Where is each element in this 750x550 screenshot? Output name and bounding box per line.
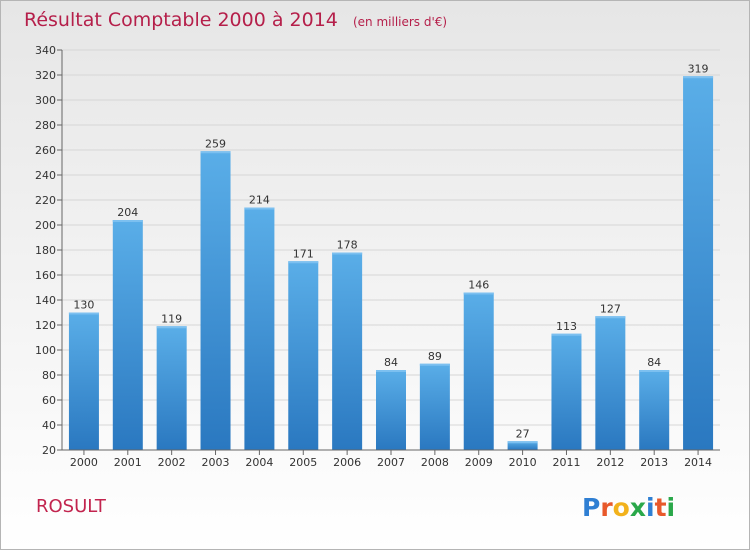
bar-value-label: 146: [468, 279, 489, 292]
bar-value-label: 89: [428, 350, 442, 363]
bar: [68, 312, 99, 450]
x-tick-label: 2011: [552, 456, 580, 469]
logo-letter: i: [646, 493, 655, 522]
y-axis: 20 40 60 80 100 120 140 160 180 200 220 240 260 280 30…: [35, 44, 63, 457]
bar: [639, 370, 670, 450]
logo-letter: t: [655, 493, 667, 522]
bar: [244, 207, 275, 450]
chart-title: Résultat Comptable 2000 à 2014 (en milli…: [24, 9, 447, 31]
bar-top: [244, 207, 275, 210]
logo-letter: i: [667, 493, 676, 522]
bar-value-label: 319: [688, 62, 709, 75]
bar: [463, 292, 494, 450]
x-tick-label: 2005: [289, 456, 317, 469]
x-tick-label: 2012: [596, 456, 624, 469]
x-tick-label: 2009: [465, 456, 493, 469]
bar: [156, 326, 187, 450]
bar: [419, 363, 450, 450]
bar-value-label: 259: [205, 137, 226, 150]
bar-top: [639, 370, 670, 372]
proxiti-logo: Proxiti: [582, 493, 675, 522]
bar-top: [595, 316, 626, 319]
y-tick-label: 280: [35, 119, 56, 132]
bar-value-label: 214: [249, 194, 270, 207]
y-tick-label: 240: [35, 169, 56, 182]
y-tick-label: 60: [42, 394, 56, 407]
x-axis: 2000 2001 2002 2003 2004 2005 2006 2007 2008 2009…: [62, 449, 720, 469]
y-tick-label: 100: [35, 344, 56, 357]
commune-name: ROSULT: [36, 496, 107, 517]
x-tick-label: 2013: [640, 456, 668, 469]
y-tick-label: 300: [35, 94, 56, 107]
chart-title-text: Résultat Comptable 2000 à 2014: [24, 9, 338, 31]
x-tick-label: 2004: [245, 456, 273, 469]
x-tick-label: 2010: [509, 456, 537, 469]
y-tick-label: 260: [35, 144, 56, 157]
y-tick-label: 120: [35, 319, 56, 332]
bar-top: [288, 261, 319, 264]
bar-value-label: 113: [556, 320, 577, 333]
x-tick-label: 2002: [158, 456, 186, 469]
bar-top: [419, 363, 450, 366]
bar-value-label: 171: [293, 247, 314, 260]
x-tick-label: 2000: [70, 456, 98, 469]
x-tick-label: 2001: [114, 456, 142, 469]
y-tick-label: 180: [35, 244, 56, 257]
bar: [200, 151, 231, 450]
y-tick-label: 160: [35, 269, 56, 282]
y-tick-label: 80: [42, 369, 56, 382]
x-tick-label: 2003: [202, 456, 230, 469]
x-tick-label: 2008: [421, 456, 449, 469]
bar-value-label: 84: [384, 356, 398, 369]
bar-top: [376, 370, 406, 372]
bar-value-label: 84: [647, 356, 661, 369]
x-tick-label: 2007: [377, 456, 405, 469]
y-tick-label: 320: [35, 69, 56, 82]
bar-value-label: 27: [516, 427, 530, 440]
y-tick-label: 140: [35, 294, 56, 307]
x-tick-label: 2014: [684, 456, 712, 469]
bar-value-label: 127: [600, 302, 621, 315]
bar-top: [200, 151, 231, 154]
y-tick-label: 40: [42, 419, 56, 432]
logo-letter: P: [582, 493, 600, 522]
bar-value-label: 204: [117, 206, 138, 219]
bar: [288, 261, 319, 450]
bar: [683, 76, 714, 450]
bar-value-label: 119: [161, 312, 182, 325]
bar-top: [507, 441, 538, 444]
y-tick-label: 20: [42, 444, 56, 457]
y-tick-label: 340: [35, 44, 56, 57]
bar: [595, 316, 626, 450]
chart-unit-text: (en milliers d'€): [353, 15, 447, 29]
y-tick-label: 220: [35, 194, 56, 207]
bar-value-label: 178: [337, 239, 358, 252]
bar: [551, 333, 582, 450]
bars: 130 204 119 259 214 171 178 84 89 146 27 113 127 84 31…: [68, 62, 714, 450]
bar-top: [156, 326, 187, 329]
logo-letter: o: [613, 493, 630, 522]
bar: [332, 252, 363, 450]
bar-top: [68, 312, 99, 315]
bar: [376, 370, 406, 450]
bar-top: [112, 220, 143, 222]
bar-top: [551, 333, 582, 336]
bar: [112, 220, 143, 450]
bar-value-label: 130: [73, 299, 94, 312]
logo-letter: x: [630, 493, 646, 522]
logo-letter: r: [600, 493, 613, 522]
y-tick-label: 200: [35, 219, 56, 232]
bar-top: [683, 76, 714, 79]
bar: [507, 441, 538, 450]
x-tick-label: 2006: [333, 456, 361, 469]
bar-top: [463, 292, 494, 295]
bar-top: [332, 252, 363, 255]
